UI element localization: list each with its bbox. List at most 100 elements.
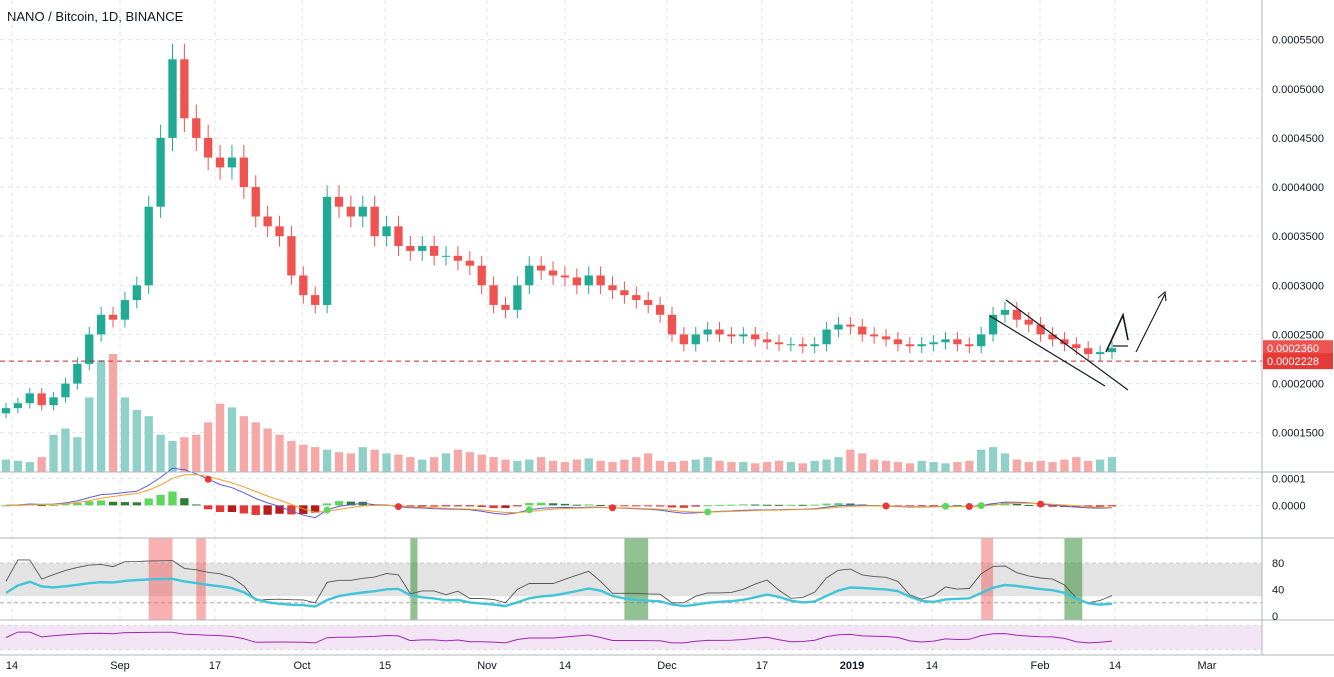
volume-bar	[620, 459, 629, 472]
macd-histogram-bar	[49, 504, 58, 506]
volume-bar	[667, 462, 677, 472]
macd-histogram-bar	[834, 503, 843, 506]
stoch-tick-label: 0	[1272, 611, 1278, 623]
candle-body	[655, 304, 665, 315]
candle-body	[204, 137, 213, 158]
price-tick-label: 0.0001500	[1272, 428, 1324, 440]
volume-bar	[822, 459, 831, 472]
volume-bar	[358, 447, 367, 472]
candle-body	[727, 334, 736, 337]
macd-cross-dot	[204, 475, 212, 483]
candle-body	[263, 216, 272, 227]
price-label-text: 0.0002228	[1267, 356, 1319, 368]
candle-body	[120, 300, 130, 320]
volume-bar	[311, 447, 320, 472]
price-tick-label: 0.0005500	[1272, 35, 1324, 47]
candle-body	[61, 383, 70, 398]
macd-histogram-bar	[739, 504, 748, 506]
volume-bar	[287, 440, 296, 472]
macd-histogram-bar	[1, 505, 11, 507]
candle-body	[703, 329, 712, 335]
candle-body	[965, 344, 974, 347]
candle-body	[287, 236, 296, 276]
candle-body	[1072, 344, 1081, 349]
candle-body	[762, 339, 772, 343]
volume-bar	[227, 407, 237, 472]
candle-body	[132, 285, 141, 301]
volume-bar	[858, 453, 867, 472]
volume-bar	[346, 453, 356, 472]
macd-histogram-bar	[1084, 505, 1093, 508]
macd-histogram-bar	[192, 504, 201, 506]
macd-histogram-bar	[572, 504, 582, 506]
macd-histogram-bar	[144, 498, 153, 506]
macd-histogram-bar	[632, 505, 641, 507]
candle-body	[548, 270, 558, 276]
candle-body	[453, 255, 463, 261]
macd-histogram-bar	[1095, 505, 1105, 507]
candle-body	[429, 246, 439, 256]
candle-body	[13, 403, 23, 409]
macd-histogram-bar	[620, 505, 629, 507]
macd-histogram-bar	[525, 503, 534, 506]
candle-body	[608, 285, 617, 291]
candle-body	[334, 196, 344, 207]
candle-body	[406, 246, 415, 251]
macd-histogram-bar	[132, 502, 141, 506]
volume-bar	[846, 449, 855, 472]
volume-bar	[418, 459, 427, 472]
volume-bar	[536, 457, 546, 472]
trend-drawings	[0, 290, 1262, 391]
candle-body	[168, 59, 177, 138]
candles	[1, 43, 1117, 419]
volume-bar	[334, 452, 344, 472]
candle-body	[227, 157, 237, 168]
candle-body	[501, 304, 510, 310]
candle-body	[370, 206, 379, 237]
volume-bar	[905, 463, 914, 472]
candle-body	[1048, 334, 1057, 340]
candle-body	[596, 275, 605, 286]
candle-body	[822, 329, 831, 345]
volume-bar	[61, 428, 70, 472]
candle-body	[49, 397, 58, 406]
volume-bar	[679, 460, 689, 472]
price-label-text: 0.0002360	[1267, 343, 1319, 355]
candle-body	[1024, 319, 1033, 325]
volume-bar	[453, 449, 463, 472]
candle-body	[418, 246, 427, 251]
volume-bar	[1084, 460, 1093, 472]
volume-bar	[132, 409, 141, 472]
volume-bar	[1060, 459, 1069, 472]
macd-histogram-bar	[429, 505, 439, 507]
candle-body	[144, 206, 153, 286]
stoch-highlight-zone	[410, 538, 418, 620]
candle-body	[85, 334, 94, 364]
candle-body	[156, 137, 165, 207]
volume-bar	[382, 453, 391, 472]
volume-bar	[1024, 462, 1033, 472]
target-arrow-head	[1157, 290, 1167, 302]
candle-body	[239, 157, 249, 188]
macd-histogram-bar	[239, 505, 249, 514]
macd-histogram-bar	[810, 504, 819, 506]
candle-body	[560, 275, 570, 278]
stoch-highlight-zone	[981, 538, 994, 620]
time-tick-label: 14	[559, 660, 571, 672]
candle-body	[846, 324, 855, 327]
volume-bar	[489, 457, 498, 472]
macd-histogram-bar	[322, 503, 332, 506]
candle-body	[477, 265, 486, 286]
volume-bar	[192, 434, 201, 472]
volume-bar	[215, 403, 225, 472]
volume-bar	[881, 460, 891, 472]
volume-bar	[144, 416, 153, 472]
macd-cross-dot	[882, 502, 890, 510]
volume-bar	[1072, 457, 1081, 472]
macd-cross-dot	[323, 506, 331, 514]
time-tick-label: 14	[1109, 660, 1121, 672]
candle-body	[37, 393, 46, 406]
candle-body	[215, 157, 225, 168]
